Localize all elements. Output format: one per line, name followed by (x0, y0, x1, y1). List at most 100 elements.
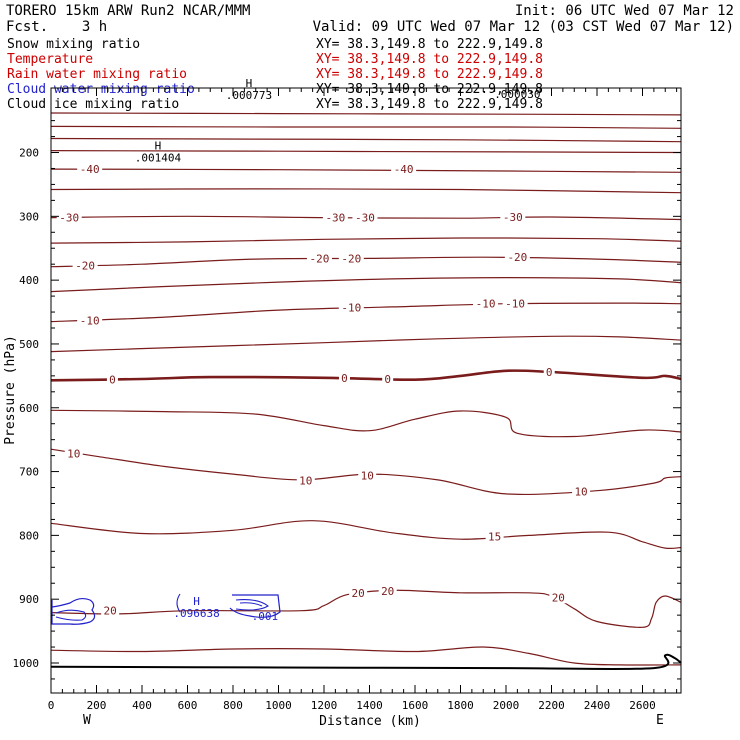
x-tick-label: 2400 (584, 699, 611, 712)
contour-label-bg (101, 604, 120, 617)
contour-label: -40 (394, 163, 414, 176)
contour-label-bg (349, 586, 368, 599)
contour-label-bg (77, 314, 103, 327)
x-tick-label: 200 (87, 699, 107, 712)
y-tick-label: 300 (19, 210, 39, 223)
contour-label: 10 (574, 485, 587, 498)
y-tick-label: 700 (19, 466, 39, 479)
temperature-contours (50, 112, 682, 666)
y-tick-label: 900 (19, 593, 39, 606)
cloud-water-contour-east-inner (235, 599, 269, 611)
isotherm-5 (50, 409, 682, 438)
x-tick-label: 2600 (629, 699, 656, 712)
y-tick-label: 200 (19, 147, 39, 160)
contour-label: 0 (109, 374, 116, 387)
x-tick-label: 1600 (402, 699, 429, 712)
contour-label: -20 (507, 251, 527, 264)
y-tick-label: 800 (19, 529, 39, 542)
terrain-line (50, 653, 682, 671)
isotherm-25 (50, 646, 682, 666)
isotherm--10 (50, 302, 682, 323)
contour-label-bg (382, 373, 394, 386)
contour-label: -20 (75, 259, 95, 272)
isotherm--5 (50, 335, 682, 353)
x-tick-label: 600 (178, 699, 198, 712)
contour-label: -20 (341, 252, 361, 265)
contour-label-bg (572, 485, 591, 498)
cloud-water-contour-east (229, 594, 281, 618)
contour-label: -10 (505, 298, 525, 311)
contour-label: -30 (59, 212, 79, 225)
contour-label: 20 (381, 585, 394, 598)
contour-label-bg (338, 371, 350, 384)
isotherm--45 (50, 150, 682, 154)
contour-label-bg (296, 474, 315, 487)
contour-label: 10 (361, 469, 374, 482)
legend-field-name: Temperature (7, 52, 93, 67)
legend-field-xy: XY= 38.3,149.8 to 222.9,149.8 (316, 67, 543, 82)
contour-label-bg (338, 252, 364, 265)
x-tick-label: 2200 (538, 699, 565, 712)
legend-field-name: Cloud ice mixing ratio (7, 97, 179, 112)
legend-field-xy: XY= 38.3,149.8 to 222.9,149.8 (316, 82, 543, 97)
init-time: Init: 06 UTC Wed 07 Mar 12 (515, 3, 734, 19)
isotherm--55 (50, 125, 682, 129)
contour-label-bg (322, 211, 348, 224)
isotherm--15 (50, 276, 682, 293)
contour-label-bg (500, 210, 526, 223)
legend-field-xy: XY= 38.3,149.8 to 222.9,149.8 (316, 97, 543, 112)
contour-label-bg (306, 252, 332, 265)
y-tick-label: 500 (19, 338, 39, 351)
contour-label: 20 (352, 587, 365, 600)
cloud-water-contour-arc (176, 593, 181, 613)
isotherm--20 (50, 256, 682, 268)
contour-label: 0 (341, 372, 348, 385)
contour-label: -40 (80, 163, 100, 176)
isotherm-20 (50, 589, 682, 628)
contour-label: -10 (476, 298, 496, 311)
contour-label-bg (358, 469, 377, 482)
contour-label-bg (485, 530, 504, 543)
contour-label-bg (72, 259, 98, 272)
cloud-water-contour-west-inner (55, 609, 87, 621)
contour-label-bg (56, 211, 82, 224)
x-axis-label: Distance (km) (319, 714, 421, 729)
isotherm--60 (50, 112, 682, 116)
contour-label-bg (106, 373, 118, 386)
y-axis-label: Pressure (hPa) (3, 335, 18, 445)
plot-frame (50, 87, 682, 694)
legend-field-xy: XY= 38.3,149.8 to 222.9,149.8 (316, 37, 543, 52)
contour-label: -10 (341, 302, 361, 315)
isotherm--40 (50, 168, 682, 173)
contour-label: 0 (384, 373, 391, 386)
contour-label-bg (502, 297, 528, 310)
contour-labels: -40 -40-30 -30 -30 -30-20-20 -20 -20-10-10 -10-… (56, 163, 591, 618)
west-label: W (83, 713, 91, 728)
contour-label: 15 (488, 531, 501, 544)
isotherm-10 (50, 448, 682, 496)
contour-label-bg (473, 297, 499, 310)
contour-label: -10 (80, 314, 100, 327)
contour-label: -30 (325, 212, 345, 225)
x-tick-label: 0 (48, 699, 55, 712)
valid-time: Valid: 09 UTC Wed 07 Mar 12 (03 CST Wed … (313, 19, 734, 35)
cloud-water-contour-east-core (239, 602, 263, 607)
isotherm--25 (50, 237, 682, 244)
x-tick-label: 2000 (493, 699, 520, 712)
cloud-water-contours (51, 593, 281, 625)
contour-label-bg (77, 163, 103, 176)
contour-label-bg (338, 301, 364, 314)
model-title: TORERO 15km ARW Run2 NCAR/MMM (6, 3, 250, 19)
forecast-hour: Fcst. 3 h (6, 19, 107, 35)
contour-label: 10 (67, 448, 80, 461)
x-tick-label: 1000 (265, 699, 292, 712)
contour-label-bg (549, 591, 568, 604)
east-label: E (656, 713, 664, 728)
legend-field-name: Snow mixing ratio (7, 37, 140, 52)
isotherm--35 (50, 188, 682, 194)
isotherm--50 (50, 137, 682, 143)
legend-field-name: Rain water mixing ratio (7, 67, 187, 82)
contour-label-bg (352, 211, 378, 224)
